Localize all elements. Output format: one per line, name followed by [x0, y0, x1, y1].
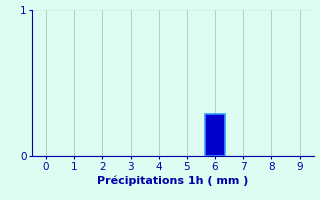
Bar	[205, 114, 225, 156]
X-axis label: Précipitations 1h ( mm ): Précipitations 1h ( mm )	[97, 176, 249, 186]
